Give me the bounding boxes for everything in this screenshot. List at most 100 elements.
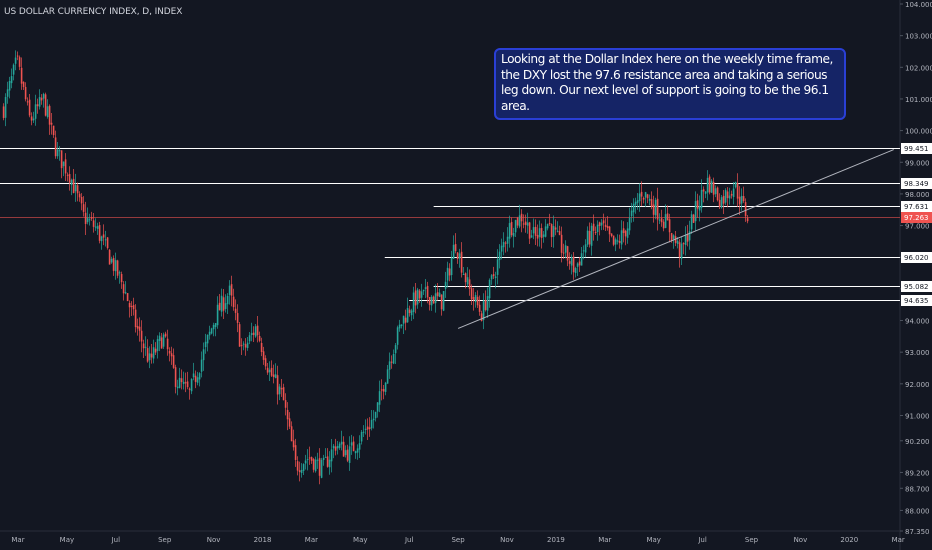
candle-down <box>286 409 289 420</box>
candle-down <box>472 297 475 300</box>
candle-down <box>558 231 561 235</box>
candle-down <box>128 302 131 308</box>
candle-up <box>6 89 9 97</box>
candle-down <box>116 260 119 276</box>
candle-down <box>708 176 711 193</box>
candle-down <box>48 105 51 125</box>
candle-up <box>118 272 121 274</box>
candle-down <box>572 256 575 273</box>
candle-up <box>176 386 179 389</box>
candle-up <box>212 324 215 330</box>
candle-down <box>738 196 741 205</box>
candle-down <box>454 244 457 252</box>
candle-up <box>248 335 251 342</box>
price-tick-label: 93.000 <box>905 349 930 357</box>
candle-up <box>580 253 583 266</box>
candle-up <box>424 287 427 289</box>
candle-up <box>358 443 361 450</box>
candle-up <box>182 381 185 384</box>
candle-down <box>60 150 63 169</box>
candle-down <box>36 104 39 107</box>
candle-up <box>336 445 339 449</box>
candle-up <box>490 275 493 280</box>
candle-up <box>46 106 49 117</box>
candle-up <box>62 161 65 167</box>
candle-down <box>184 382 187 384</box>
candle-down <box>436 292 439 297</box>
candle-down <box>112 258 115 271</box>
candle-up <box>450 257 453 276</box>
candle-up <box>482 300 485 320</box>
candle-up <box>392 353 395 364</box>
candle-down <box>642 197 645 200</box>
time-tick-label: Sep <box>451 536 465 544</box>
candle-down <box>520 213 523 222</box>
candle-down <box>390 361 393 363</box>
candle-down <box>342 441 345 457</box>
candle-down <box>602 220 605 224</box>
time-tick-label: May <box>646 536 660 544</box>
price-tick-label: 100.000 <box>905 128 932 136</box>
time-axis[interactable]: Mar May Jul Sep Nov 2018 Mar May Jul Sep Nov 2019 Ma… <box>11 536 905 544</box>
candle-up <box>156 339 159 351</box>
candle-down <box>478 304 481 312</box>
candle-down <box>622 228 625 234</box>
candle-up <box>488 279 491 299</box>
candle-down <box>138 326 141 331</box>
candle-up <box>734 181 737 188</box>
candle-up <box>340 441 343 445</box>
price-tick-label: 97.000 <box>905 223 930 231</box>
annotation-note[interactable]: Looking at the Dollar Index here on the … <box>494 48 846 120</box>
candle-up <box>86 217 89 223</box>
candle-up <box>362 431 365 433</box>
last-price-label: 97.263 <box>904 214 929 222</box>
candle-up <box>38 97 41 107</box>
candle-down <box>730 193 733 196</box>
price-tick-label: 99.000 <box>905 159 930 167</box>
candle-down <box>722 195 725 204</box>
candle-up <box>720 197 723 208</box>
candle-up <box>626 228 629 238</box>
candle-down <box>282 387 285 401</box>
candle-up <box>8 80 11 91</box>
candle-down <box>308 457 311 459</box>
candle-down <box>660 218 663 223</box>
candle-down <box>522 223 525 225</box>
candle-up <box>224 303 227 309</box>
candle-up <box>688 231 691 241</box>
candle-up <box>586 230 589 245</box>
candle-up <box>114 260 117 272</box>
candle-down <box>578 261 581 266</box>
time-tick-label: Jul <box>404 536 414 544</box>
support-trendline[interactable] <box>457 149 894 329</box>
candle-down <box>594 232 597 234</box>
time-tick-label: Mar <box>892 536 905 544</box>
candle-up <box>386 369 389 384</box>
candle-up <box>508 223 511 239</box>
candle-down <box>692 214 695 223</box>
candle-up <box>384 382 387 392</box>
candle-up <box>278 386 281 395</box>
candle-down <box>604 224 607 227</box>
candle-up <box>360 432 363 442</box>
candle-up <box>614 239 617 245</box>
price-axis[interactable]: 104.000 103.000 102.000 101.000 100.000 99.00… <box>900 1 932 536</box>
candle-up <box>434 293 437 304</box>
candle-down <box>16 55 19 57</box>
candle-up <box>10 76 13 84</box>
candle-up <box>214 323 217 328</box>
trendline[interactable] <box>457 149 894 329</box>
price-tick-label: 88.000 <box>905 507 930 515</box>
candle-up <box>304 460 307 464</box>
candle-up <box>198 373 201 380</box>
time-tick-label: 2019 <box>547 536 565 544</box>
candle-down <box>194 375 197 382</box>
candle-up <box>56 149 59 157</box>
candle-up <box>242 343 245 345</box>
candle-up <box>322 457 325 460</box>
candle-up <box>388 361 391 370</box>
time-tick-label: Mar <box>11 536 24 544</box>
candle-down <box>232 296 235 308</box>
candle-down <box>568 261 571 264</box>
